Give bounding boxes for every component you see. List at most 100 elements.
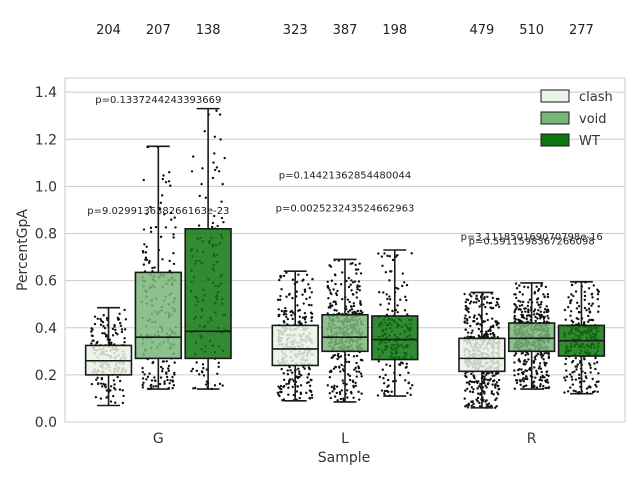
data-point bbox=[569, 314, 572, 317]
data-point bbox=[513, 374, 516, 377]
data-point bbox=[382, 377, 385, 380]
data-point bbox=[475, 317, 479, 321]
data-point bbox=[535, 285, 538, 288]
data-point bbox=[161, 177, 165, 181]
data-point bbox=[534, 358, 537, 361]
data-point bbox=[167, 364, 171, 368]
data-point bbox=[340, 363, 343, 367]
data-point bbox=[533, 291, 537, 294]
data-point bbox=[587, 307, 591, 310]
data-point bbox=[212, 161, 215, 164]
count-label: 323 bbox=[283, 23, 308, 38]
data-point bbox=[409, 387, 412, 390]
data-point bbox=[518, 379, 522, 382]
data-point bbox=[494, 384, 497, 387]
data-point bbox=[326, 285, 330, 289]
data-point bbox=[564, 357, 568, 361]
data-point bbox=[489, 306, 492, 309]
data-point bbox=[376, 394, 380, 397]
data-point bbox=[351, 379, 355, 382]
data-point bbox=[533, 385, 536, 389]
data-point bbox=[167, 369, 171, 372]
data-point bbox=[169, 184, 172, 187]
data-point bbox=[398, 373, 402, 377]
data-point bbox=[168, 259, 171, 263]
data-point bbox=[594, 383, 597, 387]
data-point bbox=[357, 280, 361, 283]
data-point bbox=[466, 406, 470, 409]
data-point bbox=[464, 304, 467, 308]
data-point bbox=[489, 326, 492, 329]
data-point bbox=[572, 389, 575, 392]
data-point bbox=[190, 369, 193, 373]
data-point bbox=[472, 301, 476, 304]
data-point bbox=[213, 135, 217, 138]
data-point bbox=[356, 268, 360, 271]
data-point bbox=[173, 216, 176, 219]
data-point bbox=[303, 318, 307, 321]
data-point bbox=[567, 296, 570, 299]
data-point bbox=[211, 176, 215, 180]
x-tick-label: G bbox=[153, 431, 164, 447]
data-point bbox=[110, 385, 113, 388]
data-point bbox=[391, 258, 395, 262]
data-point bbox=[547, 317, 550, 320]
data-point bbox=[198, 194, 201, 198]
data-point bbox=[141, 366, 144, 370]
data-point bbox=[298, 372, 301, 376]
data-point bbox=[577, 376, 581, 380]
legend-swatch-void bbox=[540, 111, 570, 125]
data-point bbox=[563, 308, 567, 312]
data-point bbox=[490, 392, 494, 395]
data-point bbox=[524, 310, 527, 313]
data-point bbox=[279, 384, 283, 388]
data-point bbox=[90, 330, 93, 333]
data-point bbox=[466, 331, 470, 334]
data-point bbox=[285, 271, 288, 274]
data-point bbox=[546, 378, 549, 382]
data-point bbox=[310, 378, 313, 382]
data-point bbox=[347, 285, 351, 289]
data-point bbox=[307, 373, 310, 376]
data-point bbox=[358, 285, 361, 288]
data-point bbox=[213, 168, 217, 172]
data-point bbox=[470, 380, 474, 384]
data-point bbox=[352, 302, 356, 305]
data-point bbox=[202, 374, 206, 377]
data-point bbox=[534, 315, 537, 319]
x-tick-label: R bbox=[527, 431, 537, 447]
data-point bbox=[540, 300, 543, 304]
data-point bbox=[569, 301, 572, 305]
data-point bbox=[291, 296, 294, 300]
data-point bbox=[334, 365, 337, 369]
data-point bbox=[286, 369, 289, 372]
data-point bbox=[490, 404, 493, 408]
data-point bbox=[310, 396, 314, 399]
data-point bbox=[497, 305, 501, 309]
data-point bbox=[377, 360, 380, 363]
data-point bbox=[174, 226, 177, 229]
data-point bbox=[490, 317, 494, 320]
data-point bbox=[348, 374, 352, 378]
data-point bbox=[513, 361, 516, 364]
data-point bbox=[514, 282, 518, 285]
data-point bbox=[470, 372, 473, 376]
data-point bbox=[513, 354, 516, 357]
data-point bbox=[337, 356, 341, 359]
data-point bbox=[195, 369, 198, 373]
data-point bbox=[305, 273, 309, 277]
data-point bbox=[203, 129, 206, 133]
data-point bbox=[288, 365, 291, 369]
data-point bbox=[117, 318, 120, 321]
data-point bbox=[477, 385, 481, 388]
data-point bbox=[405, 283, 409, 287]
data-point bbox=[477, 380, 480, 383]
data-point bbox=[518, 304, 521, 308]
data-point bbox=[482, 398, 485, 402]
data-point bbox=[190, 170, 194, 173]
data-point bbox=[388, 295, 391, 298]
data-point bbox=[164, 226, 168, 229]
data-point bbox=[296, 375, 299, 379]
data-point bbox=[585, 309, 588, 312]
